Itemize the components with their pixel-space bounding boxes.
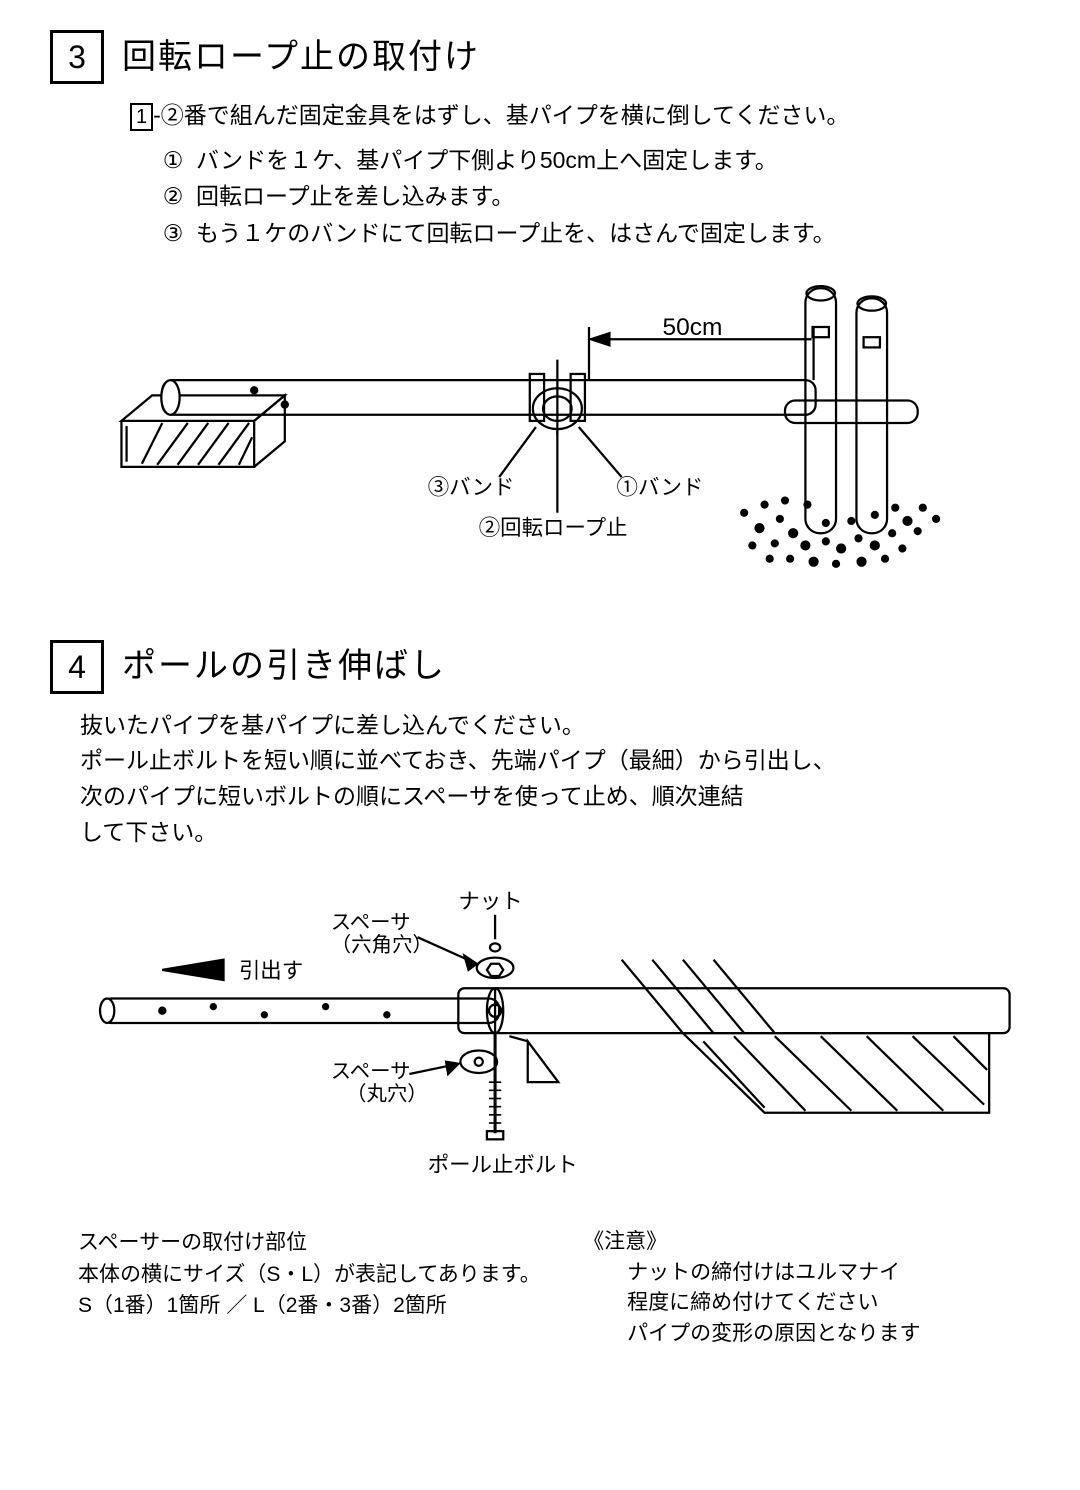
support-block-icon — [622, 960, 990, 1113]
callout-band3: ③バンド — [428, 475, 515, 499]
step-number-4: 4 — [50, 640, 104, 694]
inner-pipe-icon — [100, 999, 499, 1024]
figure-pole-extend: 引出す ナット スペーサ （六角穴） — [50, 878, 1030, 1184]
step-text: 回転ロープ止を差し込みます。 — [196, 183, 514, 209]
step-item: ② 回転ロープ止を差し込みます。 — [160, 179, 1030, 214]
figure-rope-stop: 50cm ③バンド ①バンド ②回転ロープ止 — [50, 278, 1030, 605]
intro-text: -②番で組んだ固定金具をはずし、基パイプを横に倒してください。 — [153, 102, 849, 128]
svg-text:スペーサ: スペーサ — [331, 1061, 411, 1083]
svg-text:（六角穴）: （六角穴） — [331, 934, 433, 957]
rope-stop-clamp-icon — [530, 360, 585, 436]
inline-ref-box: 1 — [130, 103, 153, 131]
step-item: ③ もう１ケのバンドにて回転ロープ止を、はさんで固定します。 — [160, 216, 1030, 251]
footer-line: 本体の横にサイズ（S・L）が表記してあります。 — [78, 1259, 547, 1291]
outer-pipe-icon — [458, 988, 1009, 1033]
svg-text:50cm: 50cm — [662, 314, 722, 341]
body-line: ポール止ボルトを短い順に並べておき、先端パイプ（最細）から引出し、 — [80, 743, 1030, 779]
section-3-title: 回転ロープ止の取付け — [122, 32, 480, 83]
leader-line — [579, 427, 622, 477]
svg-text:引出す: 引出す — [239, 959, 303, 983]
caution-line: パイプの変形の原因となります — [627, 1319, 1030, 1349]
section-4-body: 抜いたパイプを基パイプに差し込んでください。 ポール止ボルトを短い順に並べておき… — [80, 708, 1030, 851]
step-text: バンドを１ケ、基パイプ下側より50cm上へ固定します。 — [196, 147, 778, 173]
step-num: ① — [160, 143, 186, 178]
section-3-intro: 1-②番で組んだ固定金具をはずし、基パイプを横に倒してください。 — [130, 98, 1030, 133]
step-number-3: 3 — [50, 30, 104, 84]
body-line: 次のパイプに短いボルトの順にスペーサを使って止め、順次連結 — [80, 779, 1030, 815]
callout-rope-stop: ②回転ロープ止 — [479, 516, 628, 540]
svg-text:ナット: ナット — [458, 890, 522, 914]
section-3-steps: ① バンドを１ケ、基パイプ下側より50cm上へ固定します。 ② 回転ロープ止を差し込… — [160, 143, 1030, 251]
svg-text:ポール止ボルト: ポール止ボルト — [428, 1153, 578, 1177]
footer-line: S（1番）1箇所 ／ L（2番・3番）2箇所 — [78, 1290, 547, 1322]
nut-icon: ナット — [458, 890, 522, 952]
section-3-head: 3 回転ロープ止の取付け — [50, 30, 1030, 84]
body-line: 抜いたパイプを基パイプに差し込んでください。 — [80, 708, 1030, 744]
leader-line — [499, 427, 536, 477]
caution-head: 《注意》 — [583, 1227, 1030, 1257]
footer-line: スペーサーの取付け部位 — [78, 1227, 547, 1259]
svg-text:スペーサ: スペーサ — [331, 912, 411, 934]
svg-text:（丸穴）: （丸穴） — [346, 1083, 428, 1106]
spacer-note: スペーサーの取付け部位 本体の横にサイズ（S・L）が表記してあります。 S（1番… — [78, 1227, 547, 1322]
section-4-head: 4 ポールの引き伸ばし — [50, 640, 1030, 694]
spacer-round-icon: スペーサ （丸穴） — [331, 1051, 497, 1106]
body-line: して下さい。 — [80, 815, 1030, 851]
wood-block-icon — [121, 395, 284, 466]
section-4-footer: スペーサーの取付け部位 本体の横にサイズ（S・L）が表記してあります。 S（1番… — [78, 1227, 1030, 1349]
base-pipe-icon — [161, 380, 815, 415]
step-item: ① バンドを１ケ、基パイプ下側より50cm上へ固定します。 — [160, 143, 1030, 178]
step-num: ② — [160, 179, 186, 214]
section-4-title: ポールの引き伸ばし — [122, 641, 446, 692]
pull-arrow-icon: 引出す — [162, 959, 303, 983]
caution-line: ナットの締付けはユルマナイ — [627, 1258, 1030, 1288]
step-num: ③ — [160, 216, 186, 251]
ground-poles-icon — [740, 286, 940, 568]
caution-line: 程度に締め付けてください — [627, 1288, 1030, 1318]
step-text: もう１ケのバンドにて回転ロープ止を、はさんで固定します。 — [196, 220, 836, 246]
dimension-50cm: 50cm — [589, 314, 814, 380]
spacer-hex-icon: スペーサ （六角穴） — [331, 912, 514, 978]
stop-bolt-icon: ポール止ボルト — [428, 1033, 578, 1177]
caution-note: 《注意》 ナットの締付けはユルマナイ 程度に締め付けてください パイプの変形の原… — [583, 1227, 1030, 1349]
callout-band1: ①バンド — [617, 475, 704, 499]
